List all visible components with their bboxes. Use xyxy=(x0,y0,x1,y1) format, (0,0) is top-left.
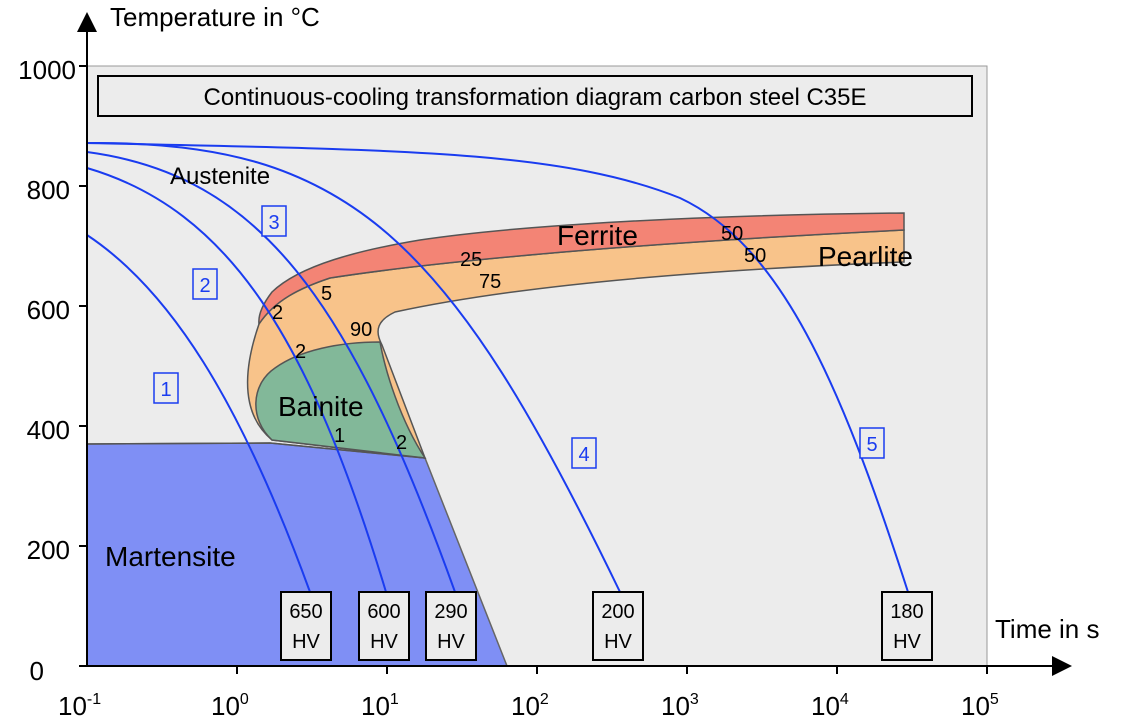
y-tick-label: 1000 xyxy=(18,55,76,85)
cooling-curve-4 xyxy=(86,141,621,593)
fraction-label: 1 xyxy=(334,425,345,447)
curve-number-1: 1 xyxy=(160,379,171,401)
fraction-label: 2 xyxy=(396,432,407,454)
hardness-value: 650 xyxy=(289,601,322,623)
phase-label-martensite: Martensite xyxy=(105,541,236,572)
curve-number-5: 5 xyxy=(866,434,877,456)
diagram-title: Continuous-cooling transformation diagra… xyxy=(203,84,866,111)
fraction-label: 90 xyxy=(350,319,372,341)
fraction-label: 2 xyxy=(295,341,306,363)
hardness-boxes: 650 HV 600 HV 290 HV 200 HV 180 HV xyxy=(280,591,933,661)
x-tick-label: 105 xyxy=(961,691,999,721)
x-tick-label: 10-1 xyxy=(58,691,101,721)
hardness-unit: HV xyxy=(370,631,398,653)
title-box xyxy=(97,75,973,117)
fraction-label: 75 xyxy=(479,271,501,293)
x-tick-labels: 10-1 100 101 102 103 104 105 xyxy=(58,691,999,721)
phase-label-bainite: Bainite xyxy=(278,391,364,422)
hardness-value: 200 xyxy=(601,601,634,623)
cooling-curve-1 xyxy=(86,234,311,593)
fraction-label: 2 xyxy=(272,302,283,324)
cooling-curve-2 xyxy=(86,167,387,593)
fraction-label: 50 xyxy=(721,223,743,245)
x-tick-label: 100 xyxy=(211,691,249,721)
phase-label-pearlite: Pearlite xyxy=(818,241,913,272)
curve-number-3: 3 xyxy=(268,212,279,234)
fraction-label: 25 xyxy=(460,249,482,271)
fraction-label: 50 xyxy=(744,245,766,267)
hardness-unit: HV xyxy=(893,631,921,653)
y-tick-label: 200 xyxy=(27,535,70,565)
hardness-unit: HV xyxy=(604,631,632,653)
hardness-value: 600 xyxy=(367,601,400,623)
y-tick-label: 600 xyxy=(27,295,70,325)
hardness-unit: HV xyxy=(292,631,320,653)
y-axis-label: Temperature in °C xyxy=(110,2,320,32)
y-tick-labels: 0 200 400 600 800 1000 xyxy=(18,55,76,686)
hardness-value: 290 xyxy=(434,601,467,623)
x-tick-label: 104 xyxy=(811,691,849,721)
ferrite-region xyxy=(258,212,905,327)
fraction-labels: 2 5 25 50 2 90 75 50 1 2 xyxy=(272,223,766,454)
y-ticks xyxy=(79,65,87,667)
martensite-start-line xyxy=(86,442,426,459)
bainite-region xyxy=(255,341,427,459)
curve-number-2: 2 xyxy=(199,275,210,297)
hardness-value: 180 xyxy=(890,601,923,623)
fraction-label: 5 xyxy=(321,283,332,305)
cooling-curve-5 xyxy=(86,142,909,593)
hardness-unit: HV xyxy=(437,631,465,653)
phase-label-austenite: Austenite xyxy=(170,163,270,190)
phase-label-ferrite: Ferrite xyxy=(557,220,638,251)
x-tick-label: 102 xyxy=(511,691,549,721)
x-tick-label: 101 xyxy=(361,691,399,721)
y-tick-label: 0 xyxy=(30,656,44,686)
x-axis-label: Time in s xyxy=(995,614,1100,644)
curve-number-4: 4 xyxy=(578,444,589,466)
curve-number-boxes: 1 2 3 4 5 xyxy=(153,205,885,469)
cooling-curves xyxy=(86,141,909,593)
y-tick-label: 800 xyxy=(27,175,70,205)
x-tick-label: 103 xyxy=(661,691,699,721)
x-ticks xyxy=(236,666,988,674)
cooling-curve-3 xyxy=(86,151,456,593)
y-tick-label: 400 xyxy=(27,415,70,445)
